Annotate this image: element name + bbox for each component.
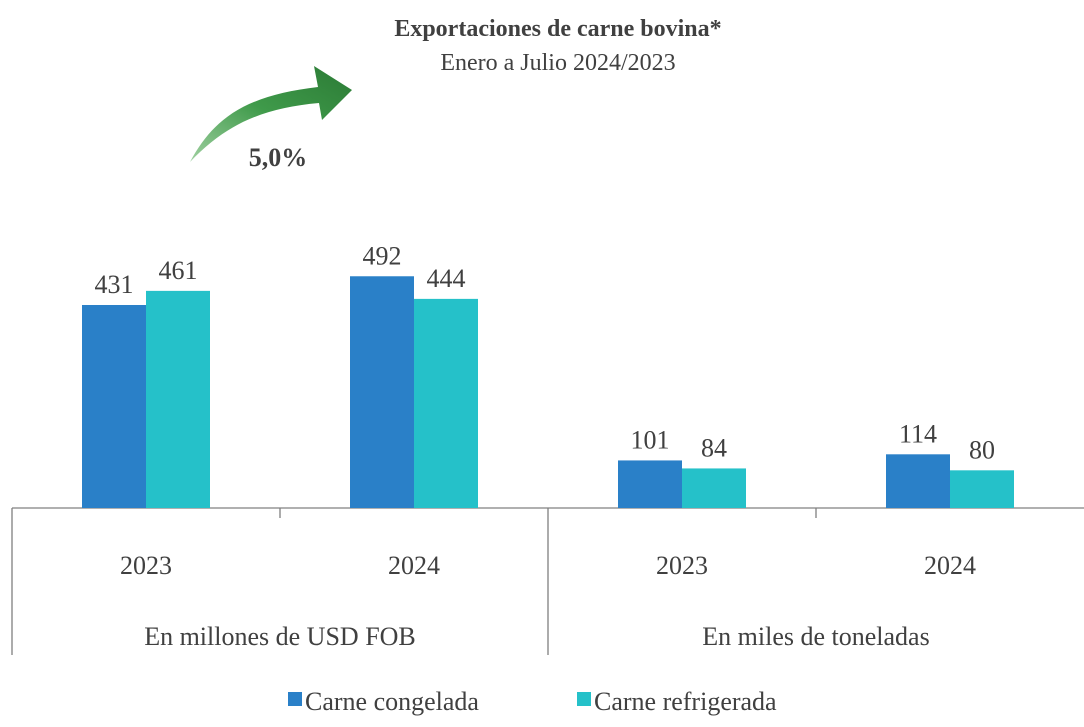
data-label: 101 [631, 425, 670, 454]
bar [886, 454, 950, 508]
chart-title: Exportaciones de carne bovina* [394, 16, 721, 42]
x-tick-label: 2023 [656, 551, 708, 580]
x-tick-label: 2023 [120, 551, 172, 580]
bar [414, 298, 478, 508]
legend-swatch [288, 692, 302, 706]
chart-subtitle: Enero a Julio 2024/2023 [440, 50, 675, 76]
data-label: 444 [427, 264, 466, 293]
bar [618, 460, 682, 508]
x-tick-label: 2024 [388, 551, 440, 580]
bar [682, 468, 746, 508]
legend-swatch [577, 692, 591, 706]
data-label: 84 [701, 433, 727, 462]
data-label: 492 [363, 241, 402, 270]
bar [350, 276, 414, 508]
data-label: 114 [899, 419, 937, 448]
data-label: 461 [159, 256, 198, 285]
growth-arrow [190, 66, 352, 162]
bar [950, 470, 1014, 508]
bar [146, 290, 210, 508]
data-label: 80 [969, 435, 995, 464]
legend-label: Carne refrigerada [594, 687, 777, 716]
group-label: En millones de USD FOB [144, 622, 416, 651]
bar [82, 304, 146, 508]
data-label: 431 [95, 270, 134, 299]
annotation: 5,0% [249, 143, 308, 172]
group-label: En miles de toneladas [702, 622, 929, 651]
x-tick-label: 2024 [924, 551, 976, 580]
legend-label: Carne congelada [305, 687, 479, 716]
